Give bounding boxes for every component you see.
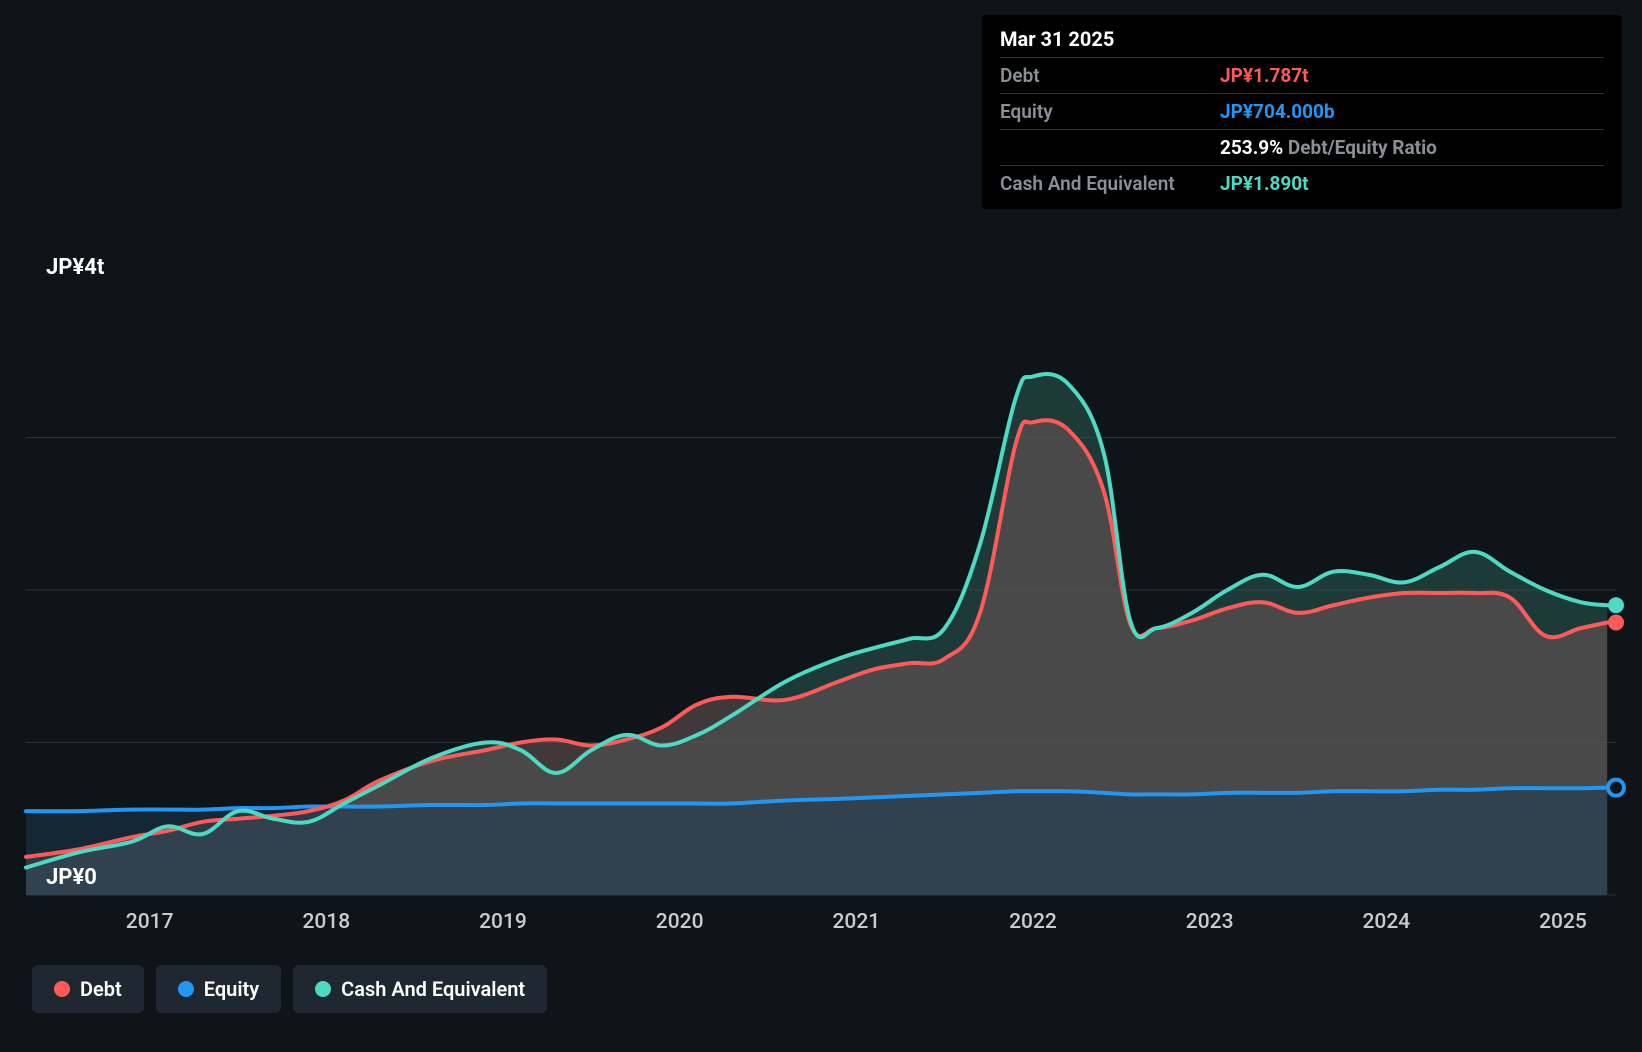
chart-container: Mar 31 2025 Debt JP¥1.787t Equity JP¥704…: [0, 0, 1642, 1052]
legend-dot-icon: [54, 981, 70, 997]
legend-dot-icon: [315, 981, 331, 997]
tooltip-label: [1000, 136, 1220, 159]
x-axis-label: 2018: [302, 910, 350, 934]
legend-label: Equity: [204, 977, 259, 1001]
x-axis-label: 2021: [832, 910, 880, 934]
tooltip-panel: Mar 31 2025 Debt JP¥1.787t Equity JP¥704…: [982, 15, 1622, 209]
x-axis-label: 2025: [1539, 910, 1587, 934]
legend-label: Debt: [80, 977, 122, 1001]
tooltip-row: 253.9% Debt/Equity Ratio: [1000, 129, 1604, 165]
legend-label: Cash And Equivalent: [341, 977, 525, 1001]
x-axis-label: 2019: [479, 910, 527, 934]
x-axis-label: 2017: [126, 910, 174, 934]
tooltip-label: Debt: [1000, 64, 1220, 87]
legend-dot-icon: [178, 981, 194, 997]
tooltip-value: 253.9% Debt/Equity Ratio: [1220, 136, 1604, 159]
legend-item-debt[interactable]: Debt: [32, 965, 144, 1013]
y-axis-label: JP¥0: [46, 865, 97, 890]
x-axis-label: 2020: [656, 910, 704, 934]
y-axis-label: JP¥4t: [46, 255, 104, 280]
x-axis-label: 2022: [1009, 910, 1057, 934]
x-axis-label: 2023: [1186, 910, 1234, 934]
legend-item-cash[interactable]: Cash And Equivalent: [293, 965, 547, 1013]
tooltip-row: Equity JP¥704.000b: [1000, 93, 1604, 129]
tooltip-label: Equity: [1000, 100, 1220, 123]
tooltip-value: JP¥704.000b: [1220, 100, 1604, 123]
tooltip-value: JP¥1.787t: [1220, 64, 1604, 87]
x-axis-label: 2024: [1362, 910, 1410, 934]
tooltip-row: Cash And Equivalent JP¥1.890t: [1000, 165, 1604, 201]
x-axis-labels: 2017 2018 2019 2020 2021 2022 2023 2024 2025: [0, 910, 1642, 940]
tooltip-row: Debt JP¥1.787t: [1000, 57, 1604, 93]
tooltip-value: JP¥1.890t: [1220, 172, 1604, 195]
legend-item-equity[interactable]: Equity: [156, 965, 281, 1013]
tooltip-label: Cash And Equivalent: [1000, 172, 1220, 195]
tooltip-date: Mar 31 2025: [1000, 27, 1604, 51]
legend: Debt Equity Cash And Equivalent: [32, 965, 547, 1013]
